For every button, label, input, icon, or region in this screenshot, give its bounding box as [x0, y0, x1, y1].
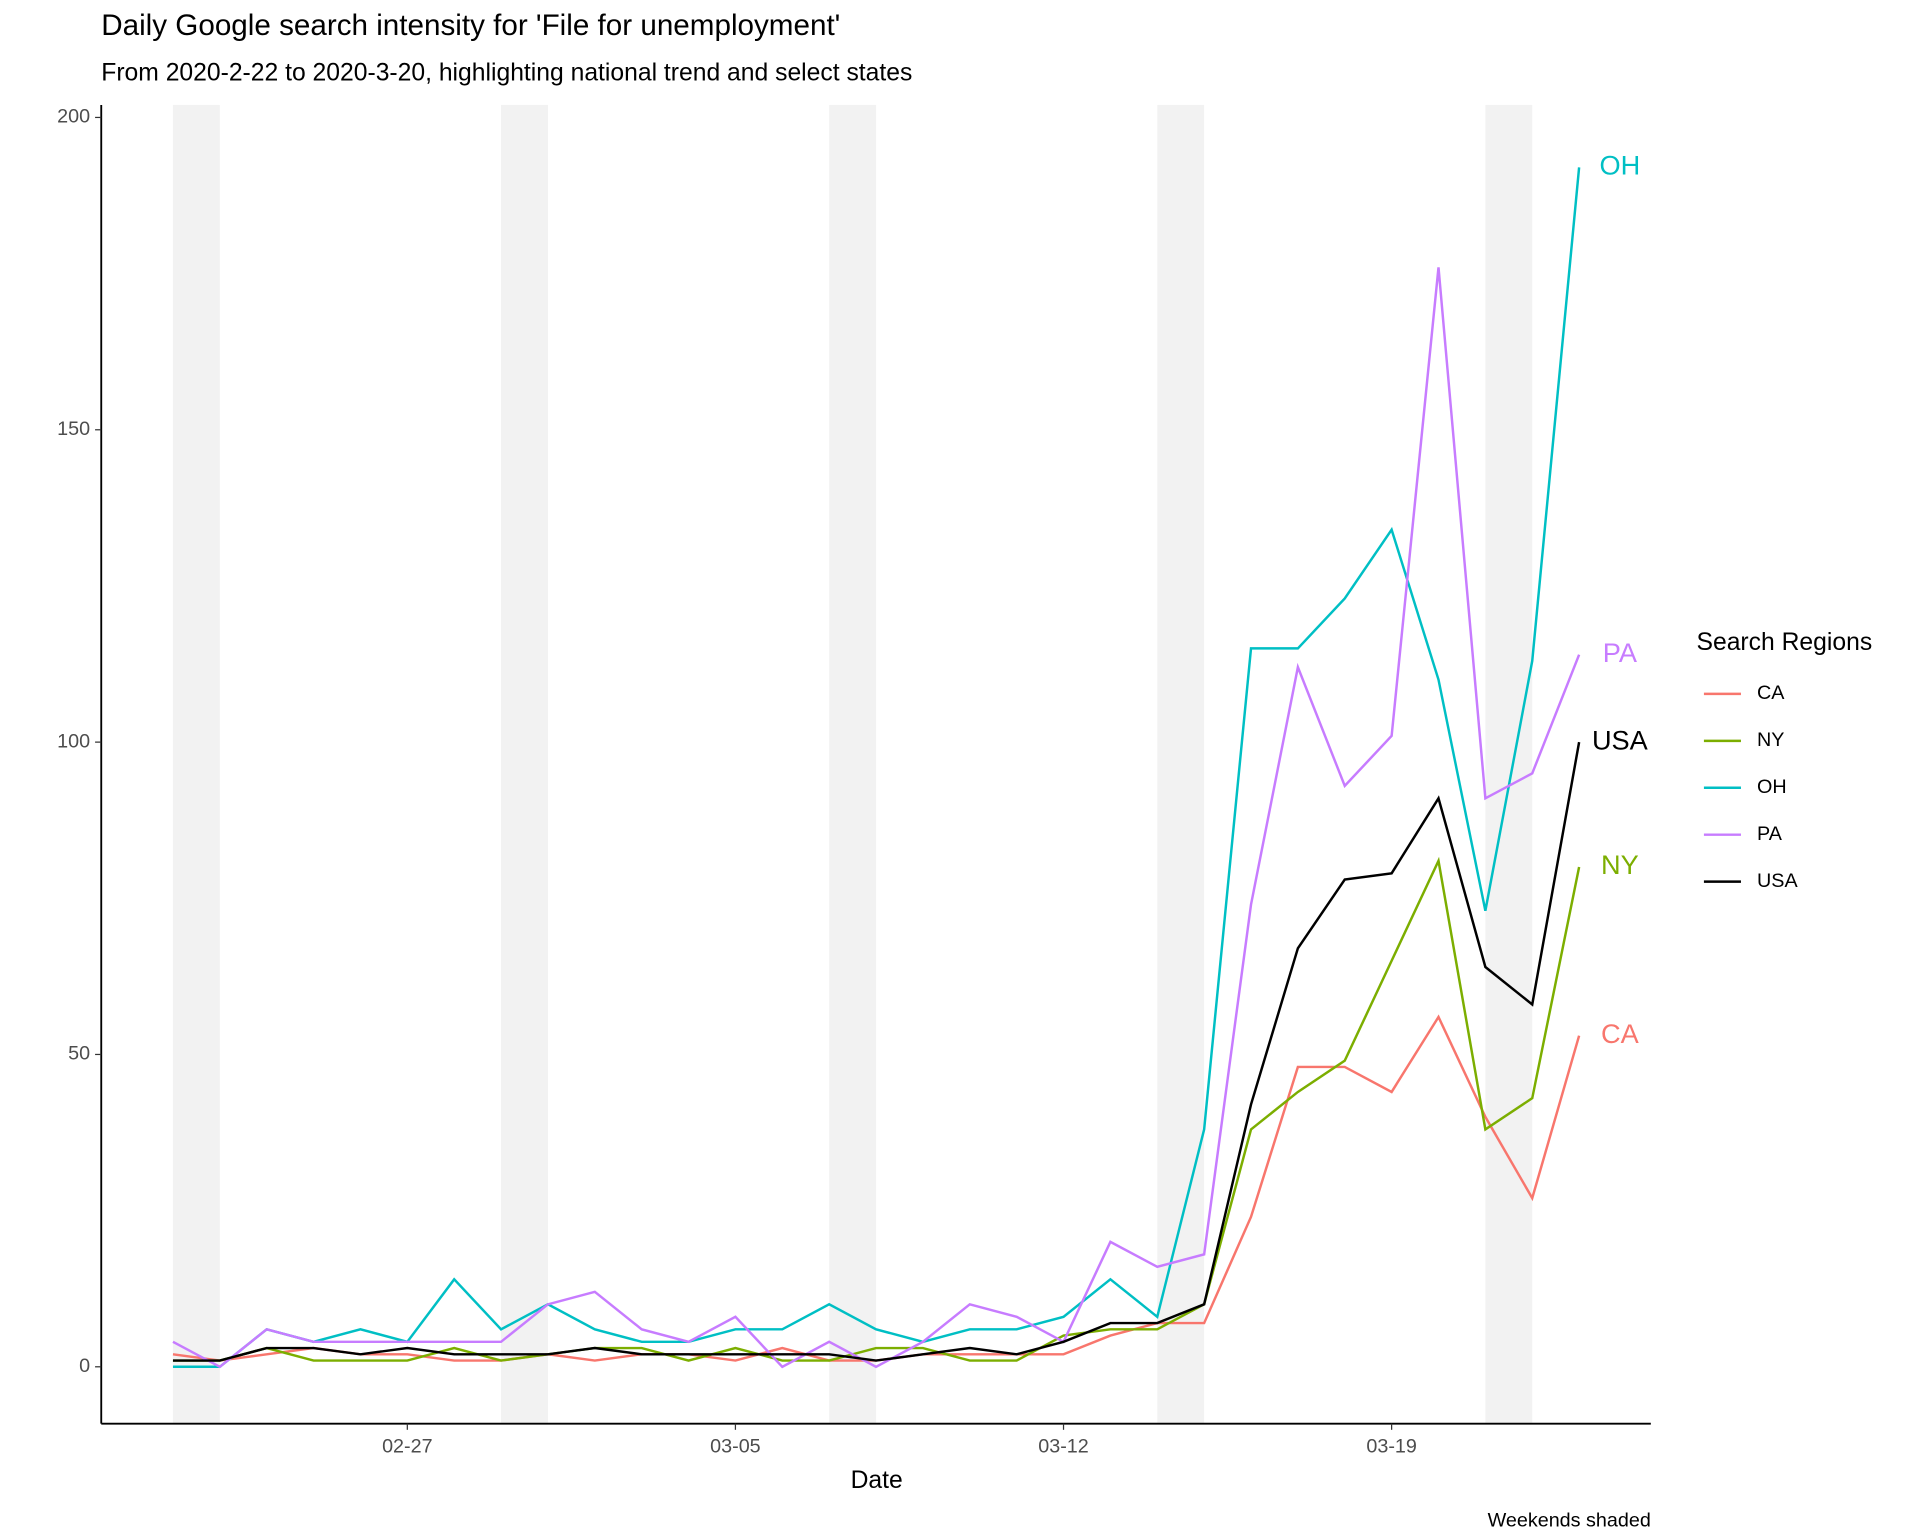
legend-label: USA — [1757, 870, 1798, 892]
weekend-shade — [829, 104, 877, 1424]
x-tick-label: 02-27 — [382, 1435, 433, 1457]
weekend-shade — [501, 104, 548, 1424]
y-tick-label: 200 — [57, 106, 90, 128]
chart-subtitle: From 2020-2-22 to 2020-3-20, highlightin… — [101, 60, 912, 87]
weekend-shade — [172, 104, 220, 1424]
y-tick-label: 150 — [57, 418, 90, 440]
y-tick-label: 0 — [79, 1355, 90, 1377]
series-line — [172, 856, 1581, 1362]
legend-title: Search Regions — [1697, 629, 1873, 656]
end-label: OH — [1599, 150, 1640, 181]
weekend-shade — [1485, 104, 1533, 1424]
x-tick-label: 03-19 — [1366, 1435, 1417, 1457]
x-tick-label: 03-05 — [710, 1435, 761, 1457]
weekend-shade — [1157, 104, 1205, 1424]
end-label: NY — [1601, 849, 1639, 880]
end-label: PA — [1603, 637, 1638, 668]
legend-label: PA — [1757, 823, 1783, 845]
x-axis-title: Date — [851, 1467, 903, 1494]
caption: Weekends shaded — [1488, 1509, 1651, 1531]
x-tick-label: 03-12 — [1038, 1435, 1089, 1457]
series-line — [172, 267, 1581, 1369]
y-tick-label: 100 — [57, 730, 90, 752]
legend-label: CA — [1757, 682, 1785, 704]
end-label: USA — [1592, 724, 1649, 755]
legend-label: OH — [1757, 776, 1787, 798]
y-tick-label: 50 — [68, 1043, 90, 1065]
series-line — [172, 741, 1581, 1362]
end-label: CA — [1601, 1018, 1640, 1049]
chart-title: Daily Google search intensity for 'File … — [101, 9, 840, 42]
legend-label: NY — [1757, 729, 1784, 751]
